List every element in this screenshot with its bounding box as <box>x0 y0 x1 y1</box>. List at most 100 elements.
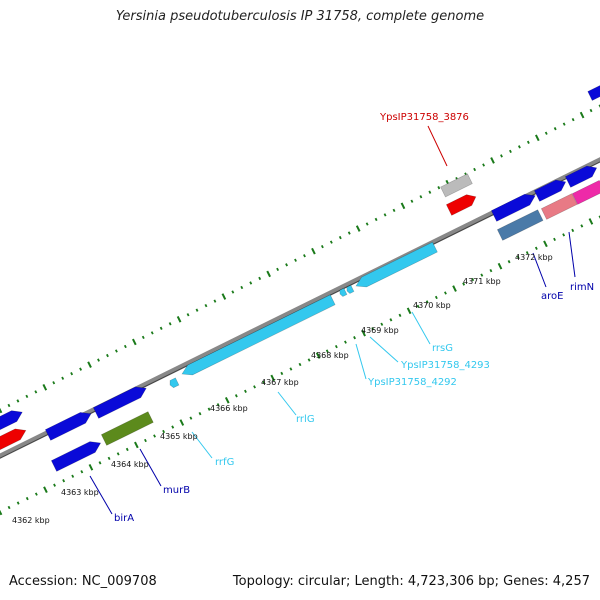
gene-label-rrlg[interactable]: rrlG <box>296 414 315 425</box>
inner-scale-tick <box>344 340 347 344</box>
kbp-labels: 4362 kbp 4363 kbp 4364 kbp 4365 kbp 4366… <box>12 253 553 525</box>
outer-scale-tick <box>579 111 585 119</box>
inner-scale-tick <box>543 240 548 248</box>
gene-label-ypsip31758-4292[interactable]: YpsIP31758_4292 <box>367 377 457 388</box>
outer-scale-tick <box>249 281 253 285</box>
outer-scale-tick <box>25 394 29 399</box>
inner-scale-tick <box>553 237 556 242</box>
outer-scale-tick <box>106 353 109 358</box>
inner-scale-tick <box>171 425 175 429</box>
outer-scale-tick <box>70 372 74 376</box>
inner-scale-tick <box>444 291 447 295</box>
gene-labels: YpsIP31758_3876 aroE rimN rrsG YpsIP3175… <box>114 112 594 524</box>
gene-label-murb[interactable]: murB <box>163 485 190 496</box>
outer-scale-tick <box>204 303 208 308</box>
outer-scale-tick <box>419 195 423 199</box>
inner-scale-tick <box>325 349 329 353</box>
inner-scale-tick <box>516 255 520 259</box>
leader-line <box>369 336 399 363</box>
kbp-label-4370: 4370 kbp <box>413 301 451 310</box>
outer-scale-tick <box>400 202 406 210</box>
inner-scale-tick <box>62 479 66 483</box>
gene-arrow-blue <box>490 193 536 222</box>
genome-summary-text: Topology: circular; Length: 4,723,306 bp… <box>232 574 590 589</box>
outer-scale-tick <box>52 381 56 385</box>
leader-line <box>139 448 162 487</box>
inner-scale-tick <box>588 218 594 225</box>
gene-arrow-blue <box>587 85 600 101</box>
leader-line <box>427 125 448 167</box>
outer-scale-tick <box>437 186 441 190</box>
outer-scale-tick <box>526 140 530 144</box>
inner-scale-tick <box>562 233 566 237</box>
outer-scale-tick <box>482 163 486 167</box>
inner-scale-tick <box>307 358 311 362</box>
gene-arrow-steel <box>496 209 544 241</box>
outer-scale-tick <box>374 217 378 222</box>
gene-arrow-pink <box>571 179 600 205</box>
inner-scale-tick <box>280 371 284 376</box>
gene-arrow-blue <box>50 441 102 472</box>
gene-arrow-salmon <box>540 193 578 220</box>
inner-scale-tick <box>107 456 111 461</box>
outer-scale-tick <box>258 276 262 281</box>
gene-arrow-red <box>445 194 477 216</box>
inner-scale-tick <box>334 344 338 349</box>
gene-label-ypsip31758-3876[interactable]: YpsIP31758_3876 <box>379 112 469 123</box>
inner-scale-tick <box>534 246 538 250</box>
inner-scale-tick <box>80 470 84 474</box>
inner-scale-tick <box>16 501 20 505</box>
outer-scale-tick <box>123 344 127 349</box>
outer-scale-tick <box>266 270 271 278</box>
inner-scale-tick <box>153 434 156 438</box>
gene-label-aroe[interactable]: aroE <box>541 291 563 302</box>
outer-scale-tick <box>42 384 48 391</box>
leader-line <box>355 343 367 380</box>
accession-text: Accession: NC_009708 <box>9 574 157 589</box>
outer-scale-tick <box>428 190 432 194</box>
kbp-label-4364: 4364 kbp <box>111 460 149 469</box>
outer-scale-tick <box>285 263 288 267</box>
outer-scale-tick <box>553 127 557 131</box>
gene-label-rrfg[interactable]: rrfG <box>215 457 234 468</box>
outer-scale-tick <box>231 290 235 294</box>
outer-scale-tick <box>517 145 521 149</box>
inner-scale-tick <box>398 313 402 317</box>
inner-scale-tick <box>162 429 166 434</box>
outer-scale-tick <box>276 267 280 271</box>
inner-scale-tick <box>134 441 139 449</box>
outer-scale-tick <box>114 349 118 353</box>
gene-label-rimn[interactable]: rimN <box>570 282 594 293</box>
outer-scale-tick <box>392 208 396 213</box>
gene-label-ypsip31758-4293[interactable]: YpsIP31758_4293 <box>400 360 490 371</box>
outer-scale-tick <box>213 299 217 303</box>
gene-arrow-blue <box>44 412 92 441</box>
outer-scale-tick <box>186 313 190 317</box>
leader-line <box>191 431 213 459</box>
kbp-label-4363: 4363 kbp <box>61 488 99 497</box>
outer-scale-tick <box>303 254 306 258</box>
outer-scale-tick <box>141 335 145 340</box>
outer-scale-tick <box>589 108 593 113</box>
gene-label-rrsg[interactable]: rrsG <box>432 343 453 354</box>
gene-arrow-blue <box>533 179 567 202</box>
inner-scale-tick <box>580 224 584 228</box>
outer-scale-tick <box>195 308 199 312</box>
outer-scale-tick <box>562 122 566 126</box>
inner-scale-tick <box>270 374 276 382</box>
outer-scale-tick <box>7 403 11 408</box>
outer-scale-tick <box>338 235 342 240</box>
inner-scale-tick <box>497 262 503 270</box>
outer-scale-tick <box>571 117 575 122</box>
gene-label-bira[interactable]: birA <box>114 513 134 524</box>
inner-scale-tick <box>462 282 466 286</box>
kbp-label-4369: 4369 kbp <box>361 326 399 335</box>
outer-scale-tick <box>168 322 172 326</box>
gene-arrow-rrfg <box>169 377 180 389</box>
gene-arrow-blue <box>0 410 23 431</box>
gene-arrow-rrlg <box>181 294 336 376</box>
inner-scale-tick <box>88 463 94 471</box>
outer-scale-tick <box>16 399 20 403</box>
inner-scale-tick <box>0 509 3 516</box>
inner-scale-tick <box>25 496 29 501</box>
